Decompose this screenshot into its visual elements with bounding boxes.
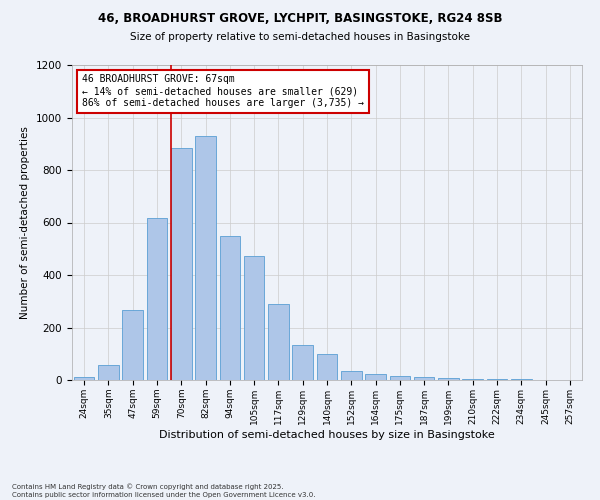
Bar (268, 304, 289, 380)
Bar (438, 378, 459, 380)
X-axis label: Distribution of semi-detached houses by size in Basingstoke: Distribution of semi-detached houses by … (159, 430, 495, 440)
Text: 46, BROADHURST GROVE, LYCHPIT, BASINGSTOKE, RG24 8SB: 46, BROADHURST GROVE, LYCHPIT, BASINGSTO… (98, 12, 502, 26)
Bar (146, 218, 167, 380)
Text: 46 BROADHURST GROVE: 67sqm
← 14% of semi-detached houses are smaller (629)
86% o: 46 BROADHURST GROVE: 67sqm ← 14% of semi… (82, 74, 364, 108)
Text: Contains HM Land Registry data © Crown copyright and database right 2025.
Contai: Contains HM Land Registry data © Crown c… (12, 484, 316, 498)
Bar (463, 378, 483, 380)
Bar (171, 148, 191, 380)
Bar (317, 354, 337, 380)
Bar (292, 345, 313, 380)
Bar (122, 310, 143, 380)
Bar (195, 136, 216, 380)
Bar (98, 365, 119, 380)
Bar (341, 371, 362, 380)
Bar (74, 378, 94, 380)
Y-axis label: Number of semi-detached properties: Number of semi-detached properties (20, 126, 31, 319)
Bar (389, 376, 410, 380)
Bar (220, 236, 240, 380)
Text: Size of property relative to semi-detached houses in Basingstoke: Size of property relative to semi-detach… (130, 32, 470, 42)
Bar (414, 377, 434, 380)
Bar (487, 379, 508, 380)
Bar (365, 374, 386, 380)
Bar (244, 256, 265, 380)
